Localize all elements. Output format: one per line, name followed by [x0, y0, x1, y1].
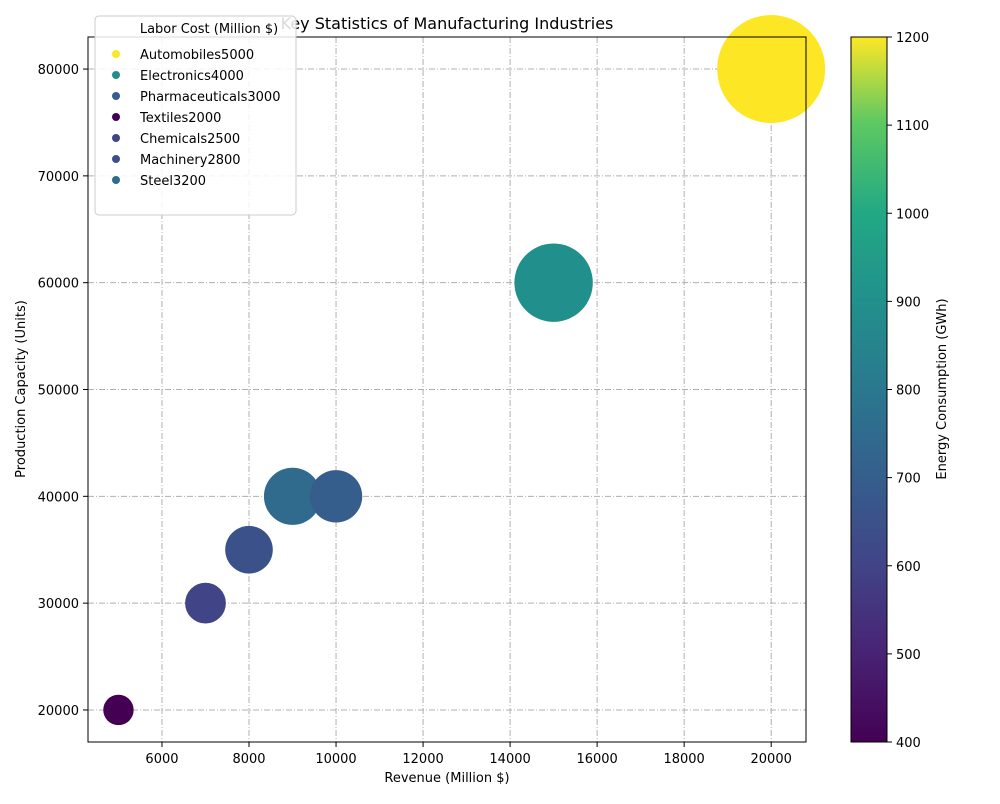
legend-entry-label: Chemicals2500 [140, 132, 240, 147]
legend-entry-label: Pharmaceuticals3000 [140, 90, 280, 105]
colorbar-tick-label: 700 [896, 472, 921, 487]
data-point [717, 15, 826, 124]
colorbar-tick-label: 500 [896, 648, 921, 663]
legend-marker [112, 134, 120, 142]
data-point [309, 470, 363, 523]
x-tick-label: 8000 [232, 752, 265, 767]
x-tick-label: 12000 [402, 752, 443, 767]
y-tick-label: 40000 [38, 490, 79, 505]
legend-entry-label: Automobiles5000 [140, 48, 254, 63]
y-tick-label: 30000 [38, 597, 79, 612]
y-tick-label: 80000 [38, 63, 79, 78]
colorbar-tick-label: 1100 [896, 119, 929, 134]
legend-entry-label: Electronics4000 [140, 69, 244, 84]
y-tick-label: 70000 [38, 170, 79, 185]
x-tick-label: 6000 [145, 752, 178, 767]
colorbar-tick-label: 600 [896, 560, 921, 575]
colorbar-tick-label: 1200 [896, 31, 929, 46]
data-points [103, 15, 826, 726]
legend-marker [112, 176, 120, 184]
legend-marker [112, 92, 120, 100]
legend-marker [112, 50, 120, 58]
x-tick-label: 18000 [663, 752, 704, 767]
colorbar-tick-label: 900 [896, 295, 921, 310]
legend-marker [112, 155, 120, 163]
x-tick-label: 10000 [315, 752, 356, 767]
y-axis-label: Production Capacity (Units) [14, 300, 29, 478]
colorbar-label: Energy Consumption (GWh) [935, 298, 950, 479]
legend-entry-label: Steel3200 [140, 174, 206, 189]
data-point [514, 243, 593, 322]
data-point [185, 582, 226, 624]
data-point [263, 467, 322, 525]
legend-marker [112, 113, 120, 121]
legend-box [94, 15, 297, 216]
colorbar-tick-label: 400 [896, 736, 921, 751]
x-axis-label: Revenue (Million $) [384, 771, 509, 786]
x-tick-label: 16000 [576, 752, 617, 767]
legend-entry-label: Textiles2000 [139, 111, 221, 126]
data-point [225, 525, 273, 574]
x-tick-label: 20000 [751, 752, 792, 767]
colorbar-tick-label: 800 [896, 384, 921, 399]
y-tick-label: 50000 [38, 384, 79, 399]
y-tick-label: 60000 [38, 277, 79, 292]
legend-title: Labor Cost (Million $) [140, 22, 278, 37]
legend-marker [112, 71, 120, 79]
data-point [103, 694, 134, 726]
colorbar [850, 36, 888, 743]
y-tick-label: 20000 [38, 704, 79, 719]
x-tick-label: 14000 [489, 752, 530, 767]
chart-title: Key Statistics of Manufacturing Industri… [281, 14, 614, 33]
grid-lines [88, 37, 806, 742]
colorbar-tick-label: 1000 [896, 207, 929, 222]
legend-entry-label: Machinery2800 [140, 153, 241, 168]
